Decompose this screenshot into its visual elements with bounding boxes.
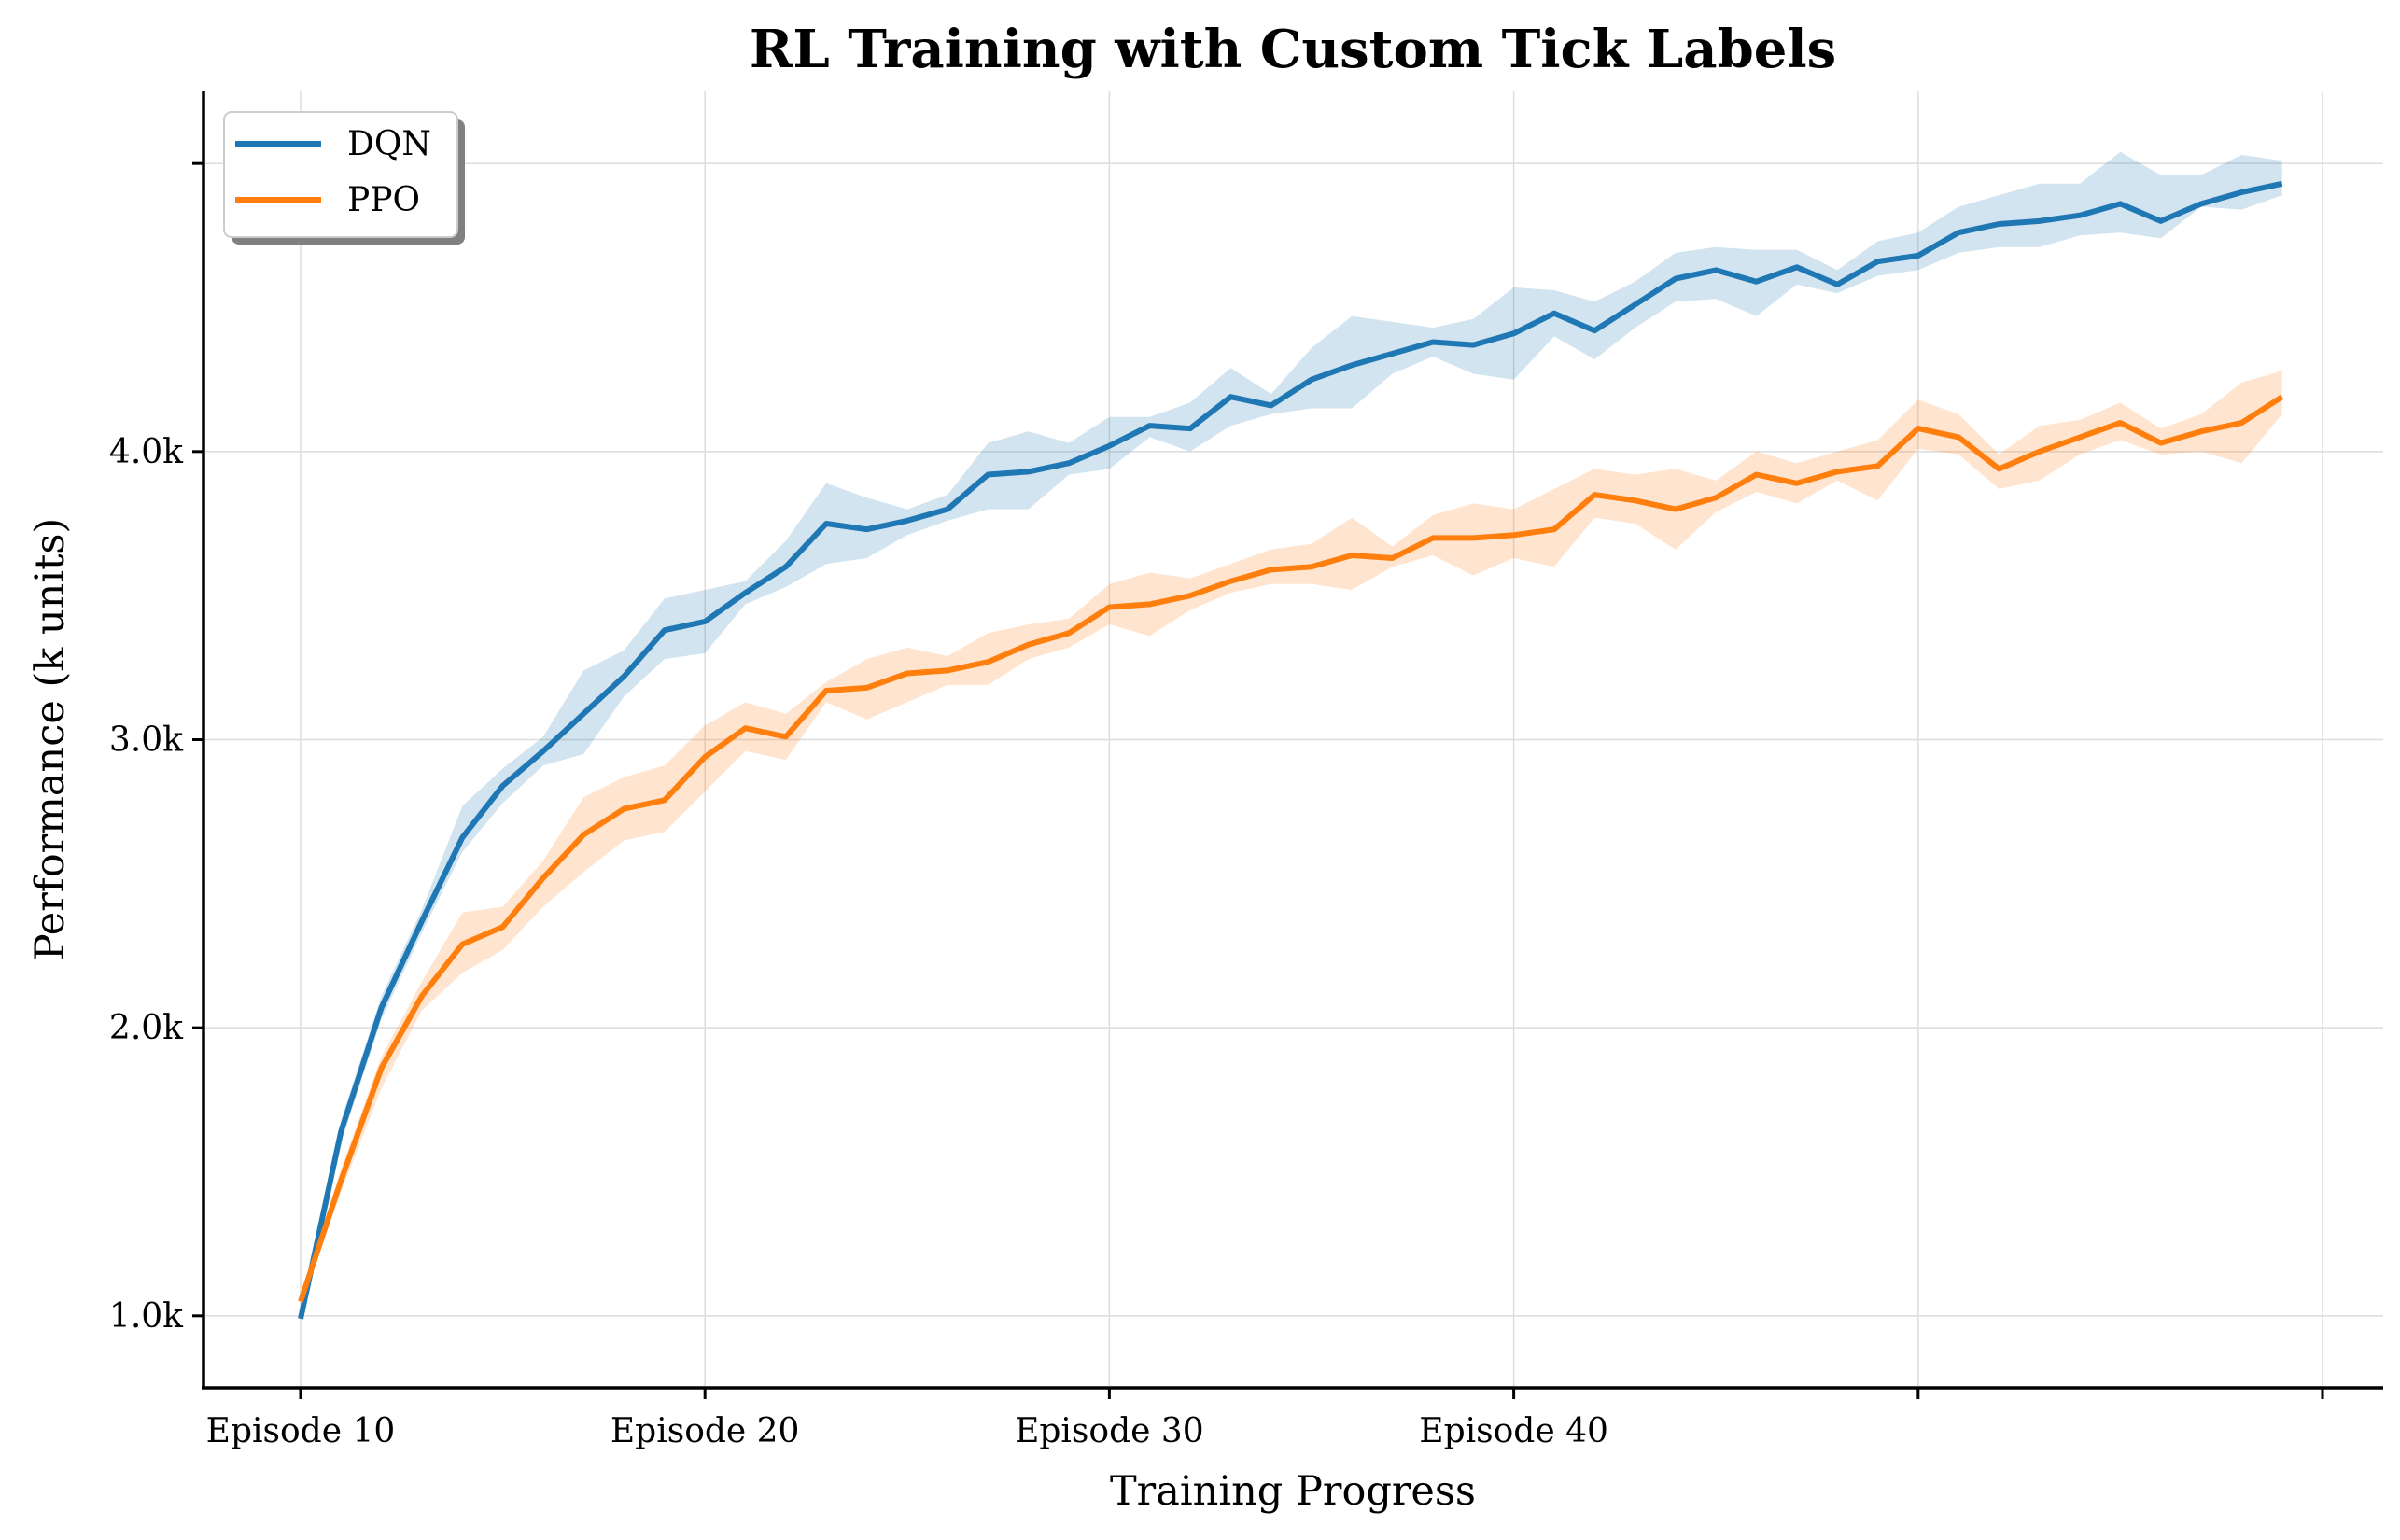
x-tick-label: Episode 10 [206, 1412, 396, 1450]
legend-label-dqn: DQN [347, 125, 431, 163]
y-tick-label: 4.0k [109, 433, 184, 471]
ppo-series-line [298, 394, 2284, 1303]
y-tick-label: 3.0k [109, 721, 184, 760]
ppo-confidence-band [301, 371, 2282, 1305]
y-axis-label: Performance (k units) [27, 518, 74, 960]
dqn-confidence-band [301, 151, 2282, 1322]
chart-title: RL Training with Custom Tick Labels [750, 19, 1836, 80]
x-tick-label: Episode 40 [1419, 1412, 1608, 1450]
dqn-series-line [298, 180, 2283, 1320]
x-axis-label: Training Progress [1110, 1468, 1476, 1515]
y-tick-label: 2.0k [109, 1009, 184, 1047]
grid [204, 91, 2383, 1388]
axis-ticks: Episode 10 Episode 20 Episode 30 Episode 40… [109, 161, 2324, 1450]
legend: DQN PPO [223, 111, 465, 245]
confidence-bands [301, 151, 2282, 1322]
legend-label-ppo: PPO [347, 181, 420, 219]
series-lines [298, 180, 2284, 1320]
x-tick-label: Episode 30 [1015, 1412, 1204, 1450]
x-tick-label: Episode 20 [611, 1412, 800, 1450]
y-tick-label: 1.0k [109, 1297, 184, 1336]
